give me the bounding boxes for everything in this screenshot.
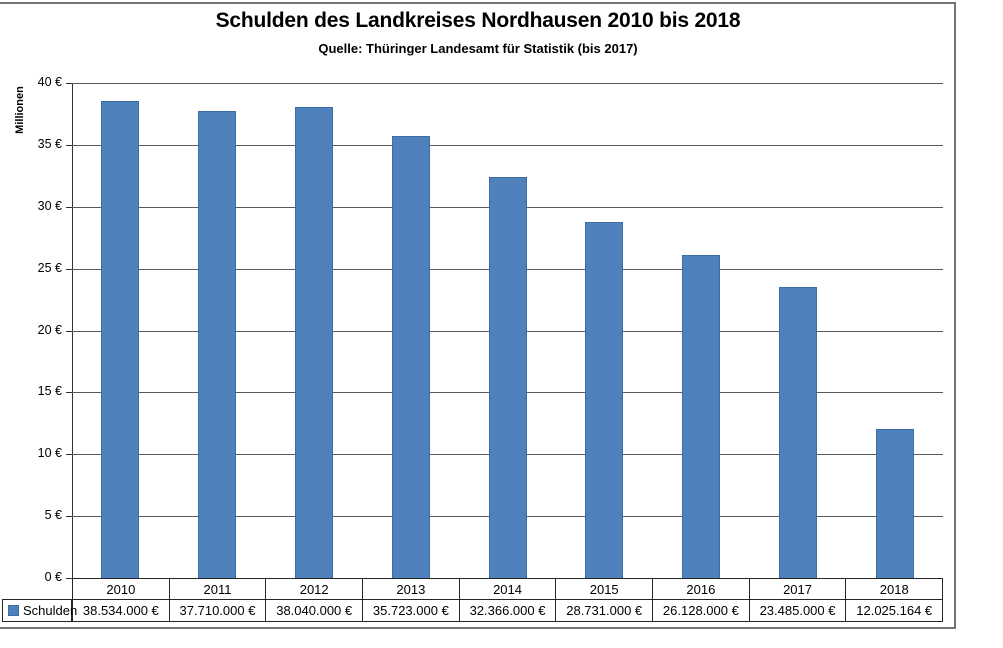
value-cell-2016: 26.128.000 € [652, 600, 749, 621]
y-tick-label-15: 15 € [37, 384, 62, 398]
year-cell-2014: 2014 [458, 579, 556, 599]
legend-label: Schulden [23, 603, 78, 618]
bar-2011 [198, 111, 236, 578]
bar-2016 [682, 255, 720, 578]
year-cell-2013: 2013 [362, 579, 459, 599]
plot-area [72, 83, 943, 578]
y-tick-mark-30 [66, 207, 72, 208]
y-tick-mark-20 [66, 331, 72, 332]
value-cell-2011: 37.710.000 € [168, 600, 266, 621]
bar-2012 [295, 107, 333, 578]
bar-2015 [585, 222, 623, 578]
year-cell-2015: 2015 [555, 579, 652, 599]
y-tick-mark-5 [66, 516, 72, 517]
legend-cell: Schulden [3, 600, 77, 621]
value-cell-2014: 32.366.000 € [458, 600, 556, 621]
y-tick-label-20: 20 € [37, 323, 62, 337]
y-tick-label-10: 10 € [37, 446, 62, 460]
table-year-row: 2010 2011 2012 2013 2014 2015 2016 2017 2018 [72, 578, 943, 600]
year-cell-2016: 2016 [652, 579, 749, 599]
data-table: 2010 2011 2012 2013 2014 2015 2016 2017 2018 Sch… [2, 578, 943, 622]
y-tick-label-40: 40 € [37, 75, 62, 89]
gridline-40 [72, 83, 943, 84]
value-cell-2017: 23.485.000 € [748, 600, 846, 621]
year-cell-2017: 2017 [748, 579, 846, 599]
legend-marker-icon [8, 605, 19, 616]
y-tick-label-0: 0 € [44, 570, 62, 584]
year-cell-2018: 2018 [845, 579, 942, 599]
y-tick-mark-40 [66, 83, 72, 84]
chart-subtitle: Quelle: Thüringer Landesamt für Statisti… [318, 41, 638, 56]
bar-2010 [101, 101, 139, 578]
gridline-35 [72, 145, 943, 146]
y-tick-mark-15 [66, 392, 72, 393]
y-tick-label-5: 5 € [44, 508, 62, 522]
year-cell-2011: 2011 [168, 579, 266, 599]
y-axis-title: Millionen [14, 86, 26, 134]
y-axis-line [72, 83, 73, 578]
bar-2013 [392, 136, 430, 578]
value-cell-2013: 35.723.000 € [362, 600, 459, 621]
value-cell-2018: 12.025.164 € [845, 600, 942, 621]
year-cell-2012: 2012 [265, 579, 362, 599]
value-cell-2010: 38.534.000 € [72, 600, 169, 621]
bar-2018 [876, 429, 914, 578]
value-cell-2012: 38.040.000 € [265, 600, 362, 621]
y-tick-mark-10 [66, 454, 72, 455]
bar-2017 [779, 287, 817, 578]
y-tick-label-35: 35 € [37, 137, 62, 151]
y-tick-mark-35 [66, 145, 72, 146]
chart-title: Schulden des Landkreises Nordhausen 2010… [215, 9, 741, 32]
y-tick-label-25: 25 € [37, 261, 62, 275]
y-tick-label-30: 30 € [37, 199, 62, 213]
y-tick-mark-25 [66, 269, 72, 270]
y-tick-mark-0 [66, 578, 72, 579]
value-cell-2015: 28.731.000 € [555, 600, 652, 621]
chart-frame [0, 2, 956, 629]
bar-2014 [489, 177, 527, 578]
year-cell-2010: 2010 [106, 581, 136, 597]
table-value-row: Schulden 38.534.000 €37.710.000 €38.040.… [2, 599, 943, 622]
